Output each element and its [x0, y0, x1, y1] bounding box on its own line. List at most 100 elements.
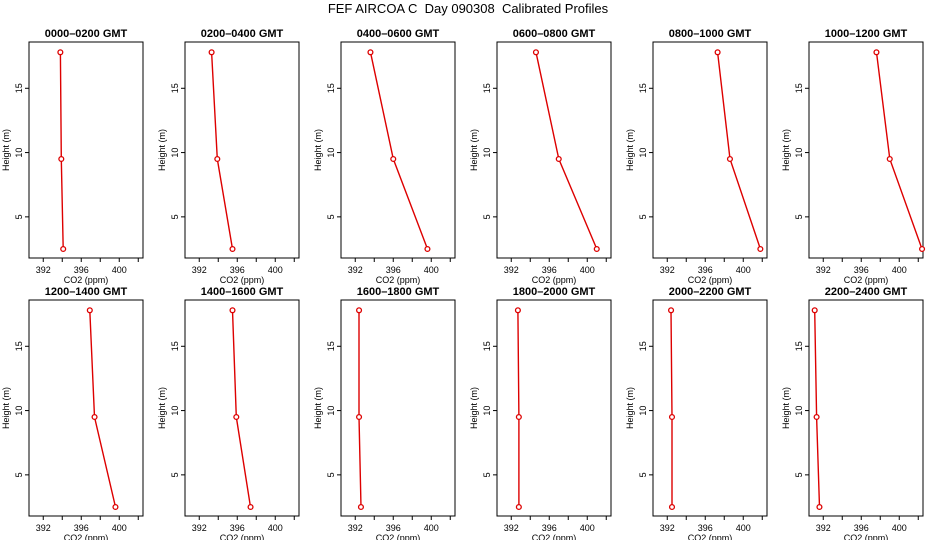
x-tick-label: 392: [348, 523, 363, 533]
x-axis-label: CO2 (ppm): [376, 533, 421, 540]
y-tick-label: 15: [326, 341, 336, 351]
x-axis-label: CO2 (ppm): [844, 275, 889, 285]
x-tick-label: 400: [424, 265, 439, 275]
plot-frame: [184, 299, 300, 517]
y-tick-label: 15: [794, 341, 804, 351]
y-tick-label: 15: [14, 83, 24, 93]
profile-point: [229, 307, 236, 314]
profile-point: [355, 413, 363, 421]
plot-frame: [340, 41, 456, 259]
y-axis-label: Height (m): [469, 129, 479, 171]
profile-line: [231, 310, 252, 508]
profile-point: [57, 49, 64, 56]
profile-line: [875, 52, 923, 250]
y-tick-label: 15: [170, 83, 180, 93]
profile-line: [358, 310, 362, 508]
profile-point: [86, 307, 93, 314]
x-tick-label: 400: [736, 523, 751, 533]
x-tick-label: 392: [816, 265, 831, 275]
y-axis-label: Height (m): [313, 387, 323, 429]
x-axis-label: CO2 (ppm): [64, 533, 109, 540]
plot-frame: [652, 41, 768, 259]
profile-point: [667, 307, 675, 314]
x-tick-label: 392: [660, 523, 675, 533]
profile-point: [726, 155, 733, 163]
panel-title: 1600–1800 GMT: [357, 286, 440, 298]
profile-line: [670, 310, 673, 507]
x-tick-label: 392: [504, 523, 519, 533]
y-tick-label: 5: [482, 472, 492, 477]
panel-title: 1400–1600 GMT: [201, 286, 284, 298]
y-tick-label: 10: [170, 406, 180, 416]
profile-line: [89, 310, 117, 508]
profile-point: [390, 155, 397, 163]
y-tick-label: 10: [14, 148, 24, 158]
x-tick-label: 396: [542, 523, 557, 533]
profile-point: [816, 503, 823, 511]
plot-frame: [808, 41, 924, 259]
x-tick-label: 396: [74, 523, 89, 533]
x-tick-label: 396: [386, 265, 401, 275]
panel-title: 1000–1200 GMT: [825, 28, 908, 40]
x-tick-label: 400: [580, 265, 595, 275]
chart-title: FEF AIRCOA C Day 090308 Calibrated Profi…: [327, 1, 609, 16]
profile-point: [229, 245, 236, 253]
panel-title: 0200–0400 GMT: [201, 28, 284, 40]
plot-frame: [28, 41, 144, 259]
x-tick-label: 392: [348, 265, 363, 275]
profile-point: [60, 245, 67, 253]
y-tick-label: 10: [794, 148, 804, 158]
profile-point: [515, 503, 522, 511]
profile-line: [716, 52, 762, 250]
profile-point: [247, 503, 254, 511]
y-tick-label: 15: [638, 83, 648, 93]
y-tick-label: 5: [794, 472, 804, 477]
x-tick-label: 400: [112, 265, 127, 275]
y-axis-label: Height (m): [1, 387, 11, 429]
x-axis-label: CO2 (ppm): [688, 533, 733, 540]
y-tick-label: 15: [14, 341, 24, 351]
profile-point: [58, 155, 65, 163]
x-tick-label: 400: [112, 523, 127, 533]
x-axis-label: CO2 (ppm): [220, 275, 265, 285]
x-axis-label: CO2 (ppm): [532, 533, 577, 540]
y-axis-label: Height (m): [781, 387, 791, 429]
panel-title: 2000–2200 GMT: [669, 286, 752, 298]
y-tick-label: 15: [638, 341, 648, 351]
y-tick-label: 5: [326, 472, 336, 477]
profile-line: [535, 52, 598, 250]
panel-title: 1800–2000 GMT: [513, 286, 596, 298]
y-tick-label: 5: [482, 214, 492, 219]
y-axis-label: Height (m): [625, 129, 635, 171]
profile-point: [367, 49, 374, 56]
plot-frame: [340, 299, 456, 517]
x-tick-label: 396: [230, 523, 245, 533]
profile-point: [208, 49, 215, 56]
profile-line: [814, 310, 821, 508]
profile-line: [59, 52, 64, 250]
x-axis-label: CO2 (ppm): [844, 533, 889, 540]
panel-title: 2200–2400 GMT: [825, 286, 908, 298]
panel-title: 0600–0800 GMT: [513, 28, 596, 40]
x-tick-label: 392: [816, 523, 831, 533]
profile-point: [112, 503, 119, 511]
x-tick-label: 400: [268, 523, 283, 533]
profile-point: [813, 413, 820, 421]
y-tick-label: 15: [482, 341, 492, 351]
profile-point: [918, 245, 926, 253]
profile-point: [811, 307, 818, 314]
x-tick-label: 392: [36, 265, 51, 275]
y-axis-label: Height (m): [469, 387, 479, 429]
y-tick-label: 5: [170, 214, 180, 219]
plot-frame: [808, 299, 924, 517]
x-axis-label: CO2 (ppm): [532, 275, 577, 285]
y-tick-label: 5: [170, 472, 180, 477]
y-axis-label: Height (m): [625, 387, 635, 429]
y-tick-label: 10: [638, 406, 648, 416]
x-tick-label: 396: [386, 523, 401, 533]
profile-point: [714, 49, 721, 56]
x-tick-label: 396: [854, 523, 869, 533]
x-axis-label: CO2 (ppm): [220, 533, 265, 540]
x-tick-label: 392: [36, 523, 51, 533]
x-tick-label: 400: [892, 523, 907, 533]
